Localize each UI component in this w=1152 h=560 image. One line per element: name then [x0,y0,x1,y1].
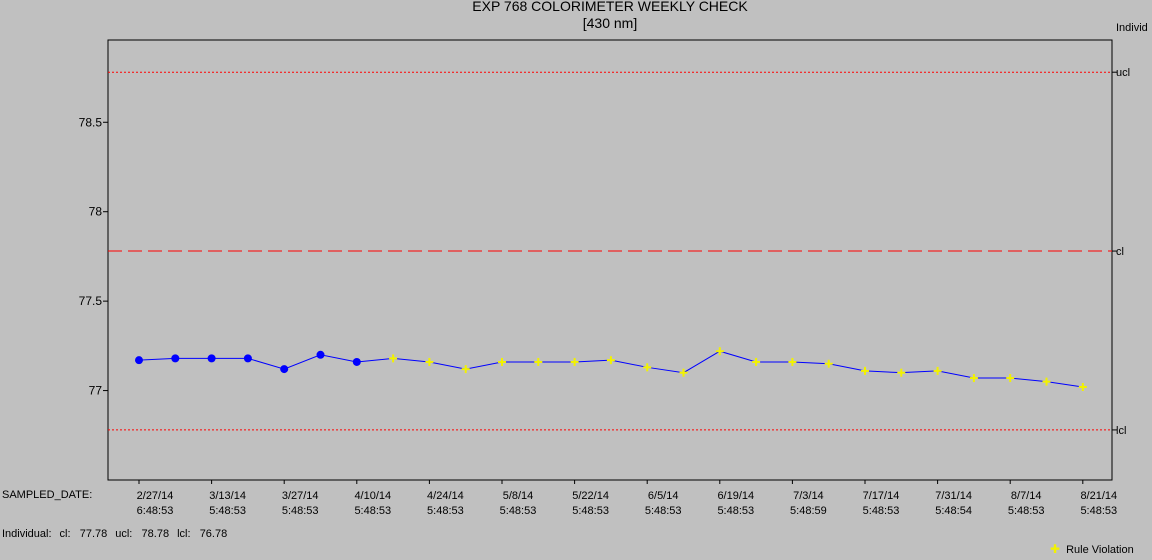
rule-violation-point [389,354,398,363]
plot-frame [107,39,1113,481]
chart-title: EXP 768 COLORIMETER WEEKLY CHECK [472,0,748,14]
rule-violation-point [679,368,688,377]
y-tick-label: 78.5 [79,115,103,129]
rule-violation-point [461,365,470,374]
rule-violation-point [534,357,543,366]
x-tick-label-time: 5:48:54 [935,505,972,517]
legend-label-rule-violation: Rule Violation [1066,544,1134,556]
x-tick-label-date: 4/24/14 [427,490,464,502]
rule-violation-point [606,356,615,365]
x-tick-label-date: 7/3/14 [793,490,824,502]
rule-violation-point [969,374,978,383]
x-tick-label-date: 6/5/14 [648,490,679,502]
rule-violation-point [1078,382,1087,391]
x-tick-label-date: 8/7/14 [1011,490,1042,502]
data-point [280,365,289,374]
x-tick-label-time: 5:48:53 [1008,505,1045,517]
x-tick-label-time: 5:48:53 [427,505,464,517]
y-tick-label: 77.5 [79,294,103,308]
x-tick-label-time: 5:48:53 [209,505,246,517]
x-tick-label-date: 8/21/14 [1080,490,1117,502]
data-point [135,356,143,365]
x-tick-label-date: 3/27/14 [282,490,319,502]
x-tick-label-time: 5:48:53 [1080,505,1117,517]
x-tick-label-time: 6:48:53 [137,505,174,517]
x-tick-label-date: 4/10/14 [354,490,391,502]
rule-violation-point [824,359,833,368]
rule-violation-point [1006,374,1015,383]
x-tick-label-date: 7/31/14 [935,490,972,502]
x-tick-label-date: 3/13/14 [209,490,246,502]
x-tick-label-time: 5:48:53 [645,505,682,517]
footer-ucl: ucl: 78.78 [115,528,170,540]
x-tick-label-time: 5:48:59 [790,505,827,517]
rule-violation-point [425,357,434,366]
rule-violation-point [498,357,506,366]
x-tick-label-time: 5:48:53 [572,505,609,517]
x-tick-label-date: 5/22/14 [572,490,609,502]
x-tick-label-time: 5:48:53 [863,505,900,517]
rule-violation-point [752,357,761,366]
x-tick-label-time: 5:48:53 [500,505,537,517]
rule-violation-point [933,366,942,375]
x-tick-label-time: 5:48:53 [717,505,754,517]
x-tick-label-time: 5:48:53 [354,505,391,517]
control-line-label-cl: cl [1116,246,1124,258]
rule-violation-point [1042,377,1051,386]
chart-subtitle: [430 nm] [582,15,638,31]
right-axis-title: Individ [1116,22,1148,34]
x-tick-label-date: 6/19/14 [717,490,754,502]
x-axis-label: SAMPLED_DATE: [2,489,93,501]
data-point [243,354,252,363]
rule-violation-point [897,368,906,377]
control-line-label-ucl: ucl [1116,67,1130,79]
rule-violation-point [570,357,579,366]
footer-stats: Individual: cl: 77.78 ucl: 78.78 lcl: 76.78 [2,528,235,540]
data-point [207,354,216,363]
data-point [352,357,361,366]
control-line-label-lcl: lcl [1116,425,1126,437]
legend: ✚ Rule Violation [1050,542,1134,556]
footer-lcl: lcl: 76.78 [177,528,228,540]
y-tick-label: 77 [89,384,103,398]
rule-violation-point [643,363,652,372]
footer-label: Individual: [2,528,52,540]
x-tick-label-date: 2/27/14 [137,490,174,502]
data-point [171,354,180,363]
footer-cl: cl: 77.78 [59,528,108,540]
rule-violation-point [861,366,869,375]
x-tick-label-date: 7/17/14 [863,490,900,502]
rule-violation-point [788,357,797,366]
rule-violation-point [715,347,724,356]
x-tick-label-time: 5:48:53 [282,505,319,517]
x-tick-label-date: 5/8/14 [503,490,534,502]
y-tick-label: 78 [89,205,103,219]
data-point [316,350,325,359]
rule-violation-marker-icon: ✚ [1050,542,1061,556]
